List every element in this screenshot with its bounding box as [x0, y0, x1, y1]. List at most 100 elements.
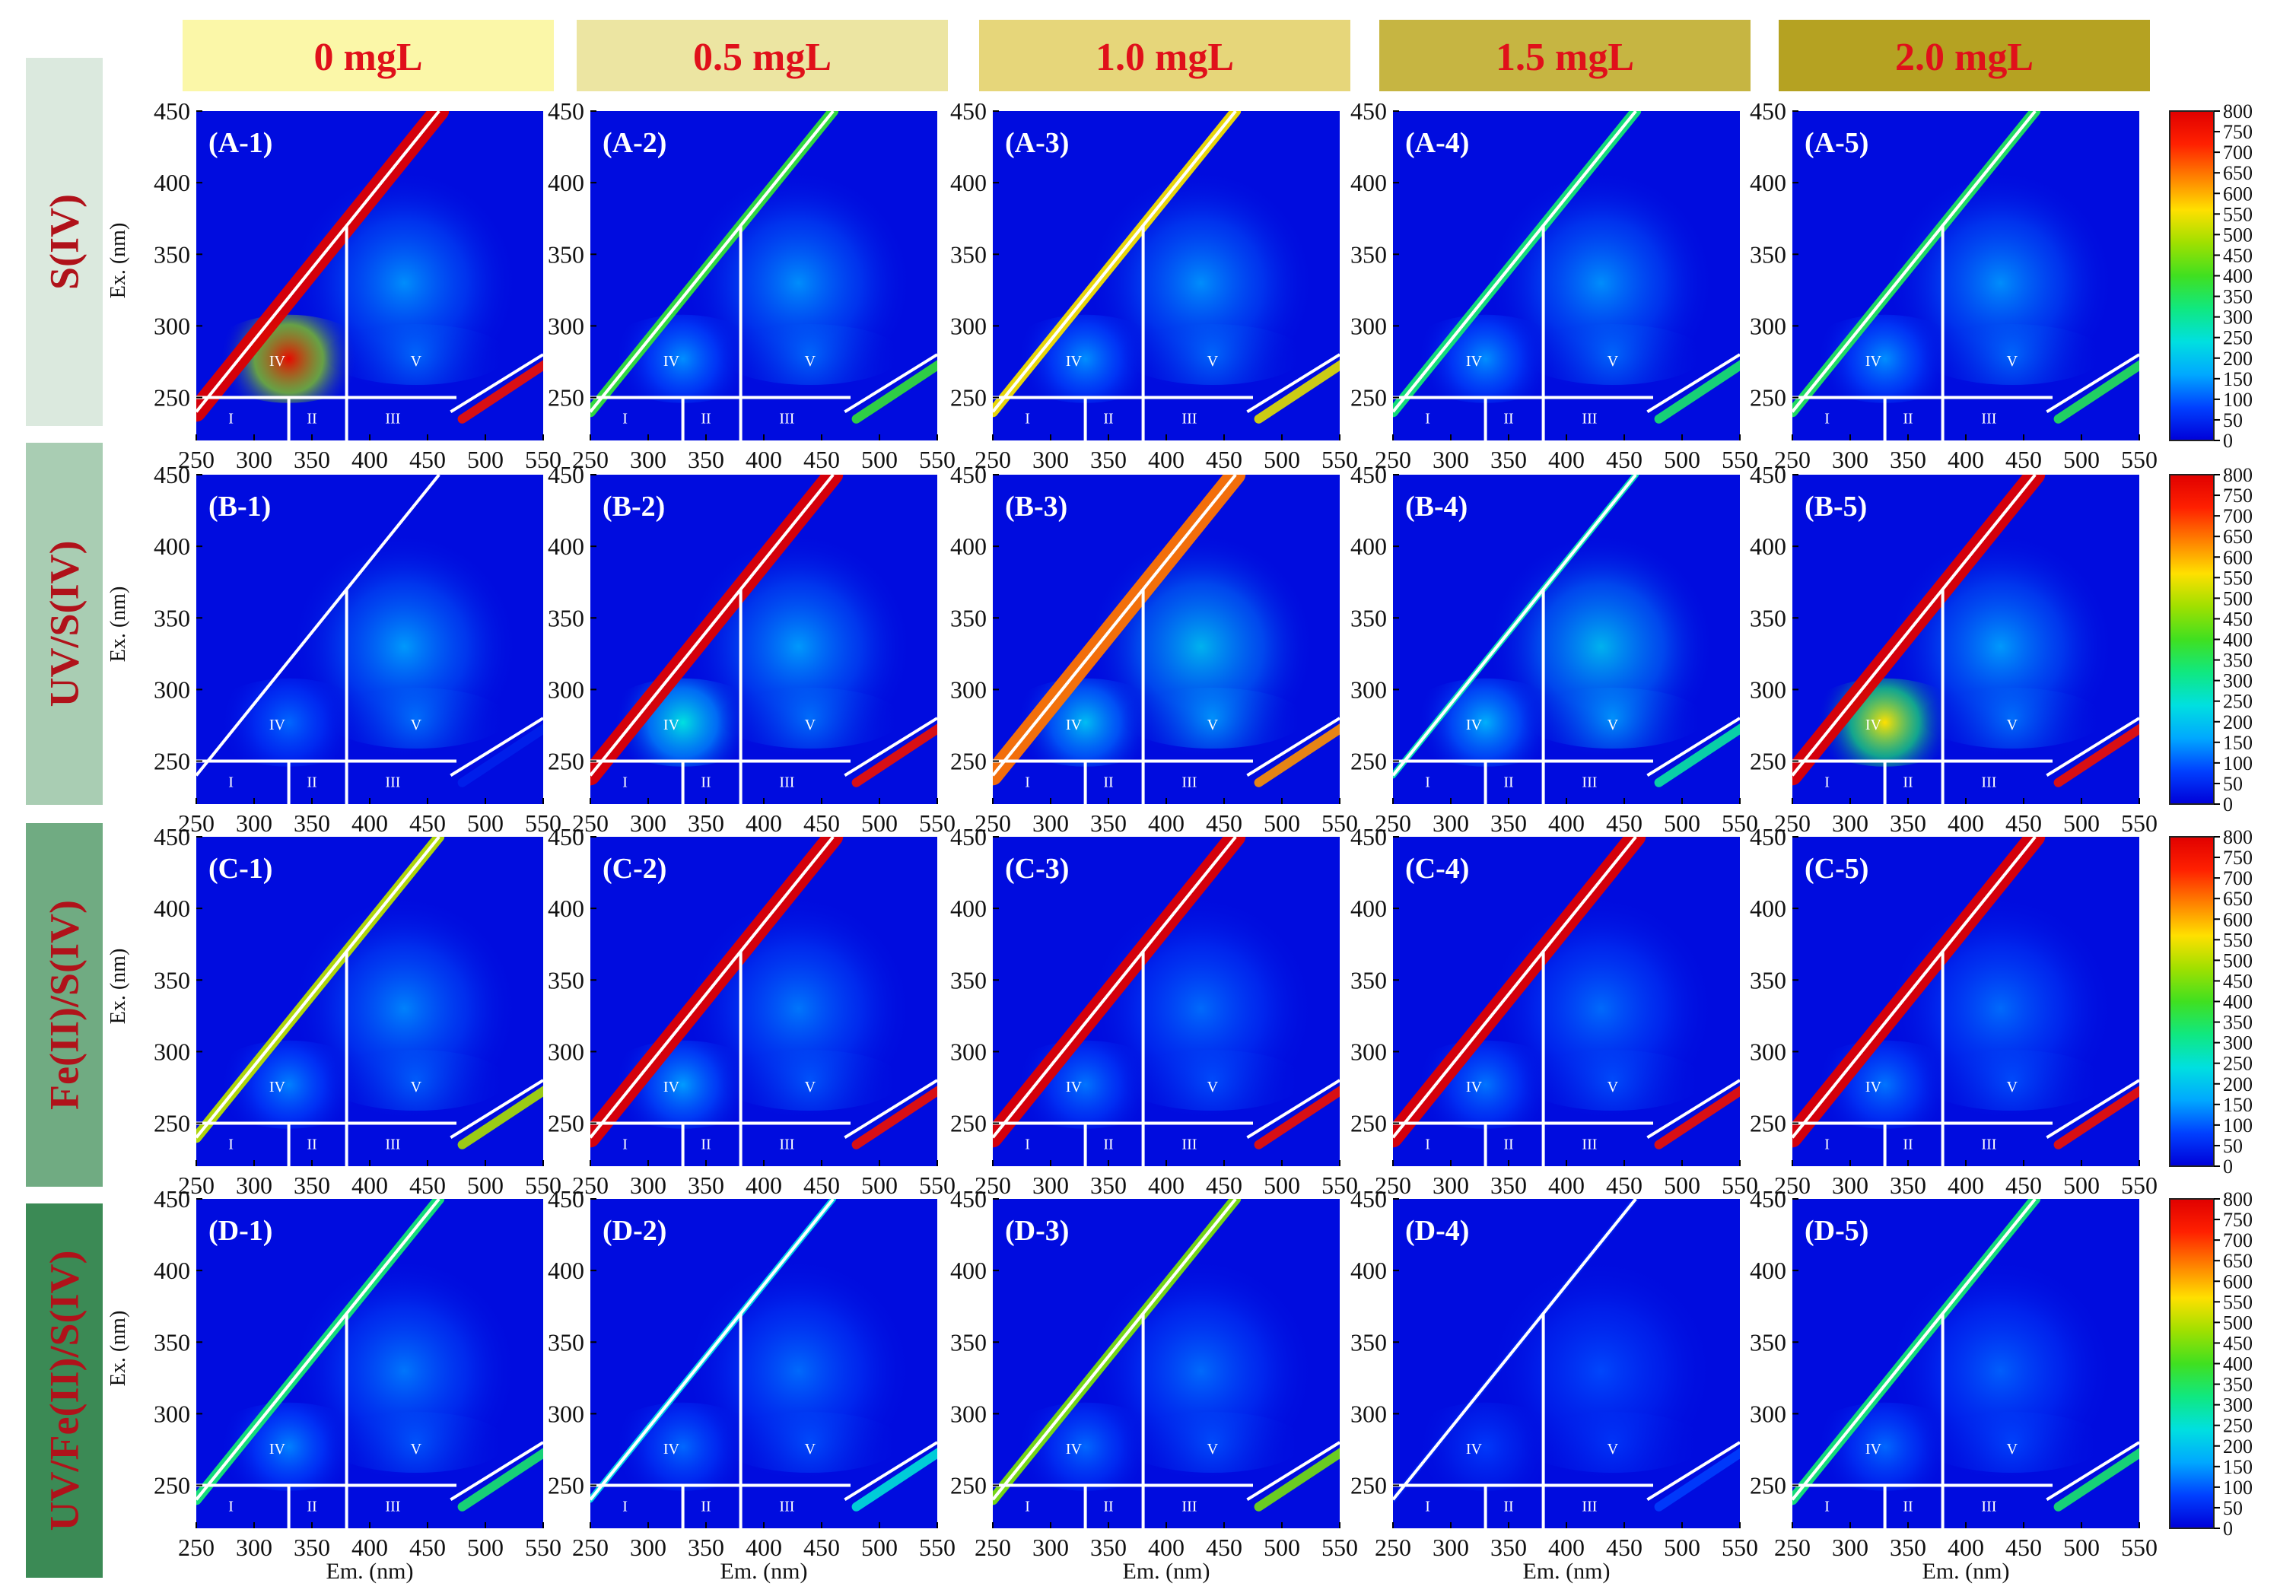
y-tick-label: 400: [950, 169, 987, 196]
region-label: I: [622, 1136, 628, 1152]
x-tick-label: 350: [1090, 1534, 1127, 1561]
y-tick-label: 400: [1750, 1257, 1786, 1284]
region-label: V: [411, 353, 422, 370]
boundary-second-order-line: [2046, 353, 2139, 414]
colorbar-tick-label: 700: [2223, 867, 2253, 889]
x-tick-label: 550: [2121, 1172, 2158, 1199]
y-tick-label: 300: [548, 1400, 584, 1427]
y-tick-label: 250: [950, 748, 987, 775]
x-tick-label: 450: [803, 809, 840, 837]
x-tick-label: 300: [630, 1172, 666, 1199]
region-label: III: [1981, 1498, 1996, 1515]
y-tick-label: 300: [1350, 1400, 1387, 1427]
colorbar-tick-label: 450: [2223, 608, 2253, 630]
region-label: II: [1903, 1498, 1913, 1515]
column-header-label: 0.5 mgL: [693, 36, 832, 79]
colorbar-tick-label: 200: [2223, 348, 2253, 370]
x-tick-label: 250: [1375, 446, 1411, 473]
colorbar-tick-label: 800: [2223, 464, 2253, 486]
region-label: I: [1025, 1498, 1030, 1515]
x-tick-label: 350: [688, 809, 724, 837]
boundary-second-order-line: [1246, 1441, 1340, 1502]
x-tick-label: 250: [1774, 1172, 1811, 1199]
y-tick-label: 300: [154, 676, 190, 703]
y-tick-label: 300: [1750, 676, 1786, 703]
x-tick-label: 500: [1664, 809, 1700, 837]
region-label: V: [2007, 1441, 2018, 1458]
scatter-band-2: [851, 1086, 937, 1149]
region-label: I: [1824, 1498, 1830, 1515]
boundary-second-order-line: [450, 1441, 543, 1502]
region-label: V: [2007, 717, 2018, 733]
x-tick-label: 500: [861, 809, 898, 837]
x-tick-label: 550: [2121, 809, 2158, 837]
colorbar-tick-label: 300: [2223, 1394, 2253, 1416]
y-tick-label: 450: [950, 1185, 987, 1213]
region-iv-peak: [1001, 1402, 1169, 1491]
y-tick-label: 300: [548, 312, 584, 339]
colorbar-tick-label: 500: [2223, 224, 2253, 246]
region-label: II: [701, 774, 711, 790]
colorbar-tick-label: 650: [2223, 1250, 2253, 1272]
region-label: II: [1503, 774, 1513, 790]
y-tick-label: 450: [154, 1185, 190, 1213]
row-label-bg: [26, 58, 103, 426]
x-tick-label: 450: [409, 809, 446, 837]
colorbar-tick-label: 50: [2223, 773, 2243, 795]
x-tick-label: 450: [409, 1172, 446, 1199]
region-label: V: [411, 717, 422, 733]
y-tick-label: 350: [1350, 240, 1387, 268]
region-label: II: [1503, 1136, 1513, 1152]
boundary-scatter-line: [1393, 1199, 1637, 1501]
scatter-band-2: [457, 1086, 543, 1149]
x-tick-label: 500: [2063, 1172, 2100, 1199]
region-label: IV: [1066, 353, 1083, 370]
region-label: II: [1903, 774, 1913, 790]
region-v-band: [1521, 324, 1704, 386]
y-tick-label: 400: [548, 533, 584, 560]
y-tick-label: 450: [1350, 97, 1387, 125]
x-tick-label: 550: [1321, 809, 1358, 837]
boundary-second-order-line: [1646, 717, 1740, 777]
panel-label: (A-2): [603, 127, 666, 159]
colorbar-gradient: [2169, 110, 2215, 441]
x-tick-label: 550: [1722, 809, 1758, 837]
region-label: V: [411, 1079, 422, 1095]
colorbar-tick-label: 450: [2223, 1332, 2253, 1354]
y-axis-label: Ex. (nm): [107, 949, 130, 1025]
colorbar-tick-label: 700: [2223, 141, 2253, 164]
y-tick-label: 250: [1750, 384, 1786, 412]
y-tick-label: 300: [950, 1400, 987, 1427]
colorbar-tick-label: 100: [2223, 389, 2253, 411]
row-label: UV/Fe(II)/S(IV): [26, 1203, 103, 1578]
y-tick-label: 300: [950, 1038, 987, 1065]
x-tick-label: 450: [803, 1172, 840, 1199]
column-header-bg: [1379, 20, 1751, 91]
x-tick-label: 300: [1433, 809, 1469, 837]
y-tick-label: 300: [1750, 1400, 1786, 1427]
boundary-second-order-line: [844, 353, 937, 414]
x-tick-label: 400: [1948, 1172, 1984, 1199]
region-label: IV: [663, 1441, 680, 1458]
x-tick-label: 300: [1032, 446, 1069, 473]
x-tick-label: 350: [1890, 1172, 1926, 1199]
panel-label: (D-5): [1805, 1215, 1868, 1247]
x-tick-label: 550: [1722, 446, 1758, 473]
x-tick-label: 450: [1206, 1534, 1242, 1561]
x-tick-label: 250: [1375, 1534, 1411, 1561]
colorbar-tick-label: 200: [2223, 1073, 2253, 1095]
region-label: III: [1981, 410, 1996, 427]
y-tick-label: 400: [1350, 1257, 1387, 1284]
region-label: II: [1103, 1136, 1113, 1152]
boundary-scatter-line: [993, 1199, 1237, 1501]
colorbar-tick-label: 100: [2223, 1114, 2253, 1137]
boundary-second-order-line: [844, 717, 937, 777]
colorbar-tick-label: 600: [2223, 1270, 2253, 1292]
